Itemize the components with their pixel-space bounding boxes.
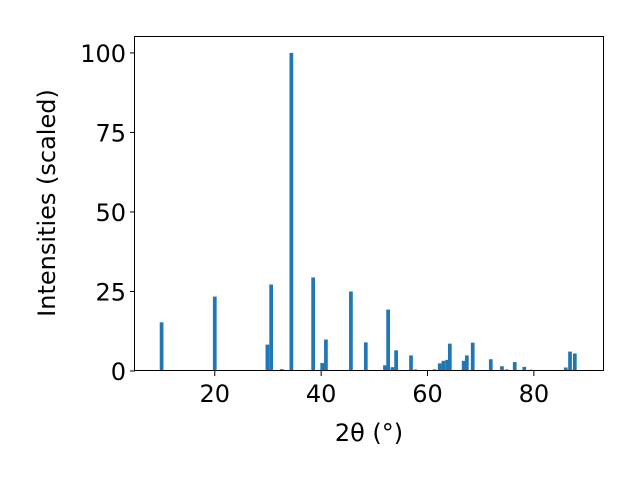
bar-21	[447, 343, 452, 371]
bar-20	[445, 359, 450, 371]
x-tick-label: 20	[199, 380, 230, 408]
bar-19	[441, 360, 446, 371]
bar-24	[470, 342, 475, 371]
bar-14	[394, 350, 398, 371]
bar-34	[572, 353, 577, 371]
bar-33	[568, 351, 572, 371]
y-tick-label: 50	[95, 199, 126, 227]
bar-9	[349, 291, 353, 371]
bar-22	[461, 360, 466, 371]
bar-28	[512, 362, 517, 371]
bar-6	[311, 277, 316, 371]
bar-11	[383, 365, 387, 371]
bar-25	[488, 359, 493, 371]
x-tick-label: 80	[519, 380, 550, 408]
x-tick-label: 40	[306, 380, 337, 408]
bar-12	[386, 309, 391, 371]
bar-18	[437, 363, 442, 371]
bar-series	[159, 52, 577, 372]
bar-1	[212, 296, 217, 371]
axes-frame	[134, 36, 604, 371]
y-tick-label: 75	[95, 119, 126, 147]
y-tick-label: 0	[111, 358, 126, 386]
bar-2	[265, 344, 270, 371]
bar-26	[500, 366, 504, 371]
bar-5	[289, 52, 294, 372]
y-axis-label: Intensities (scaled)	[33, 89, 61, 317]
bar-3	[269, 284, 274, 371]
bar-32	[563, 367, 568, 371]
bar-0	[159, 322, 164, 371]
bar-10	[363, 342, 368, 371]
y-axis: 0 25 50 75 100	[80, 40, 135, 386]
y-tick-label: 25	[95, 278, 126, 306]
bar-8	[324, 339, 328, 371]
x-tick-label: 60	[412, 380, 443, 408]
bar-7	[320, 363, 325, 371]
bar-15	[409, 355, 413, 371]
bar-13	[390, 367, 395, 371]
x-axis: 20 40 60 80	[199, 371, 549, 408]
bar-23	[464, 355, 469, 371]
x-axis-label: 2θ (°)	[335, 419, 403, 447]
bar-29	[522, 366, 527, 371]
y-tick-label: 100	[80, 40, 126, 68]
